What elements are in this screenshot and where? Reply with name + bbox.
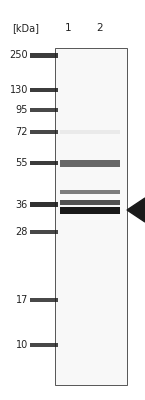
Text: 72: 72 (16, 127, 28, 137)
Text: 95: 95 (16, 105, 28, 115)
Text: [kDa]: [kDa] (12, 23, 39, 33)
FancyBboxPatch shape (60, 160, 120, 166)
FancyBboxPatch shape (30, 230, 58, 234)
FancyBboxPatch shape (30, 52, 58, 58)
Text: 130: 130 (10, 85, 28, 95)
Text: 1: 1 (65, 23, 71, 33)
Text: 17: 17 (16, 295, 28, 305)
Text: 28: 28 (16, 227, 28, 237)
FancyBboxPatch shape (60, 130, 120, 134)
FancyBboxPatch shape (30, 343, 58, 347)
FancyBboxPatch shape (30, 108, 58, 112)
FancyBboxPatch shape (60, 200, 120, 206)
FancyBboxPatch shape (30, 298, 58, 302)
FancyBboxPatch shape (30, 88, 58, 92)
FancyBboxPatch shape (60, 206, 120, 214)
FancyBboxPatch shape (55, 48, 127, 385)
FancyBboxPatch shape (30, 130, 58, 134)
Polygon shape (127, 198, 145, 222)
FancyBboxPatch shape (60, 190, 120, 194)
Text: 2: 2 (97, 23, 103, 33)
Text: 55: 55 (16, 158, 28, 168)
FancyBboxPatch shape (30, 202, 58, 208)
Text: 250: 250 (9, 50, 28, 60)
FancyBboxPatch shape (30, 161, 58, 165)
Text: 10: 10 (16, 340, 28, 350)
Text: 36: 36 (16, 200, 28, 210)
